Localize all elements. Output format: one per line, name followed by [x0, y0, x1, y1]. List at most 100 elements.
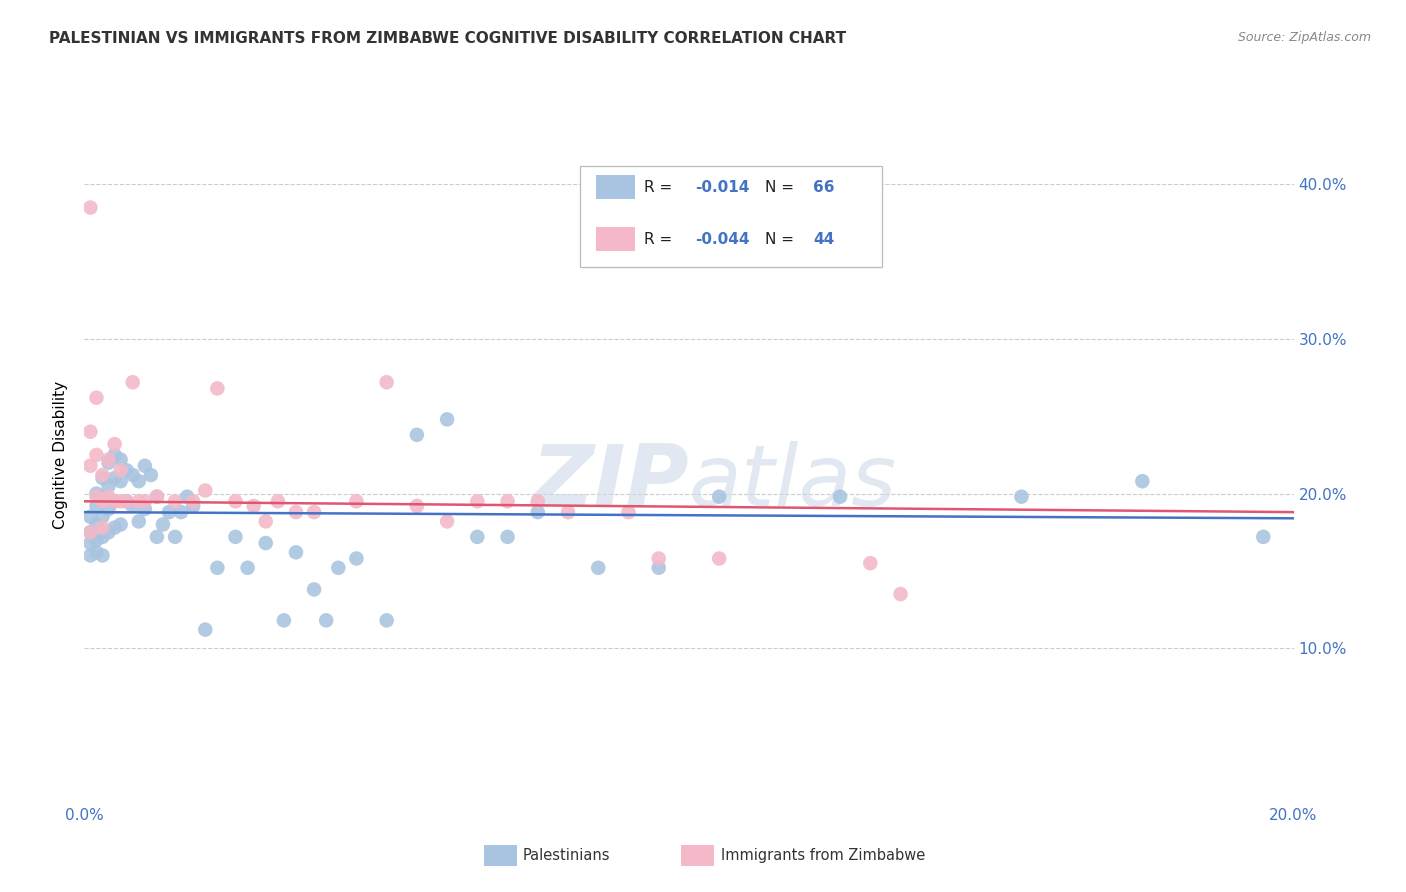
- Text: N =: N =: [765, 179, 799, 194]
- Point: [176, 490, 198, 504]
- Text: 44: 44: [814, 232, 835, 247]
- Point: [617, 505, 640, 519]
- Point: [225, 494, 247, 508]
- Point: [346, 551, 368, 566]
- Point: [165, 530, 187, 544]
- Point: [648, 551, 671, 566]
- Point: [86, 533, 108, 547]
- Point: [79, 525, 101, 540]
- Point: [110, 463, 132, 477]
- Point: [436, 412, 458, 426]
- Point: [375, 613, 398, 627]
- Point: [79, 509, 101, 524]
- Point: [115, 463, 138, 477]
- Point: [406, 427, 429, 442]
- Point: [79, 549, 101, 563]
- Point: [115, 494, 138, 508]
- Point: [242, 499, 264, 513]
- Text: R =: R =: [644, 232, 678, 247]
- Point: [315, 613, 337, 627]
- Point: [86, 448, 108, 462]
- Point: [146, 490, 169, 504]
- Point: [267, 494, 290, 508]
- Point: [86, 499, 108, 513]
- Point: [207, 561, 229, 575]
- Point: [346, 494, 368, 508]
- Point: [110, 474, 132, 488]
- FancyBboxPatch shape: [596, 175, 634, 199]
- Point: [165, 494, 187, 508]
- Point: [146, 490, 169, 504]
- Point: [86, 486, 108, 500]
- Point: [97, 525, 120, 540]
- Point: [115, 494, 138, 508]
- Point: [104, 494, 127, 508]
- Point: [830, 490, 852, 504]
- Point: [97, 456, 120, 470]
- FancyBboxPatch shape: [581, 166, 883, 267]
- Point: [128, 515, 150, 529]
- Text: PALESTINIAN VS IMMIGRANTS FROM ZIMBABWE COGNITIVE DISABILITY CORRELATION CHART: PALESTINIAN VS IMMIGRANTS FROM ZIMBABWE …: [49, 31, 846, 46]
- Point: [91, 471, 114, 485]
- Point: [273, 613, 295, 627]
- Point: [91, 509, 114, 524]
- FancyBboxPatch shape: [596, 227, 634, 251]
- Point: [527, 494, 550, 508]
- Point: [110, 494, 132, 508]
- Text: 66: 66: [814, 179, 835, 194]
- Point: [110, 452, 132, 467]
- Point: [91, 530, 114, 544]
- Point: [104, 471, 127, 485]
- Point: [86, 545, 108, 559]
- Point: [139, 468, 162, 483]
- Point: [104, 494, 127, 508]
- Text: atlas: atlas: [689, 442, 897, 524]
- Point: [121, 376, 143, 390]
- Point: [128, 474, 150, 488]
- Point: [134, 494, 156, 508]
- Point: [79, 201, 101, 215]
- Text: -0.044: -0.044: [695, 232, 749, 247]
- Point: [134, 502, 156, 516]
- Text: Source: ZipAtlas.com: Source: ZipAtlas.com: [1237, 31, 1371, 45]
- Point: [86, 490, 108, 504]
- Point: [496, 494, 519, 508]
- Point: [86, 517, 108, 532]
- Point: [406, 499, 429, 513]
- Point: [436, 515, 458, 529]
- Point: [467, 530, 489, 544]
- Point: [181, 494, 204, 508]
- Text: N =: N =: [765, 232, 799, 247]
- Text: Palestinians: Palestinians: [523, 848, 610, 863]
- Point: [709, 551, 731, 566]
- Point: [1130, 474, 1153, 488]
- Point: [91, 494, 114, 508]
- Point: [79, 458, 101, 473]
- Point: [134, 458, 156, 473]
- Point: [110, 517, 132, 532]
- Point: [302, 582, 325, 597]
- Point: [121, 499, 143, 513]
- Point: [86, 391, 108, 405]
- Point: [236, 561, 259, 575]
- Point: [146, 530, 169, 544]
- Point: [709, 490, 731, 504]
- Point: [104, 520, 127, 534]
- Point: [859, 556, 882, 570]
- Text: ZIP: ZIP: [531, 442, 689, 524]
- Text: Immigrants from Zimbabwe: Immigrants from Zimbabwe: [721, 848, 925, 863]
- Point: [254, 515, 277, 529]
- Point: [557, 505, 579, 519]
- Point: [128, 494, 150, 508]
- Point: [890, 587, 912, 601]
- Point: [91, 490, 114, 504]
- Point: [194, 623, 217, 637]
- Point: [285, 545, 308, 559]
- Point: [588, 561, 610, 575]
- Point: [79, 525, 101, 540]
- Y-axis label: Cognitive Disability: Cognitive Disability: [53, 381, 69, 529]
- Point: [194, 483, 217, 498]
- Text: R =: R =: [644, 179, 678, 194]
- Point: [157, 505, 180, 519]
- Point: [97, 502, 120, 516]
